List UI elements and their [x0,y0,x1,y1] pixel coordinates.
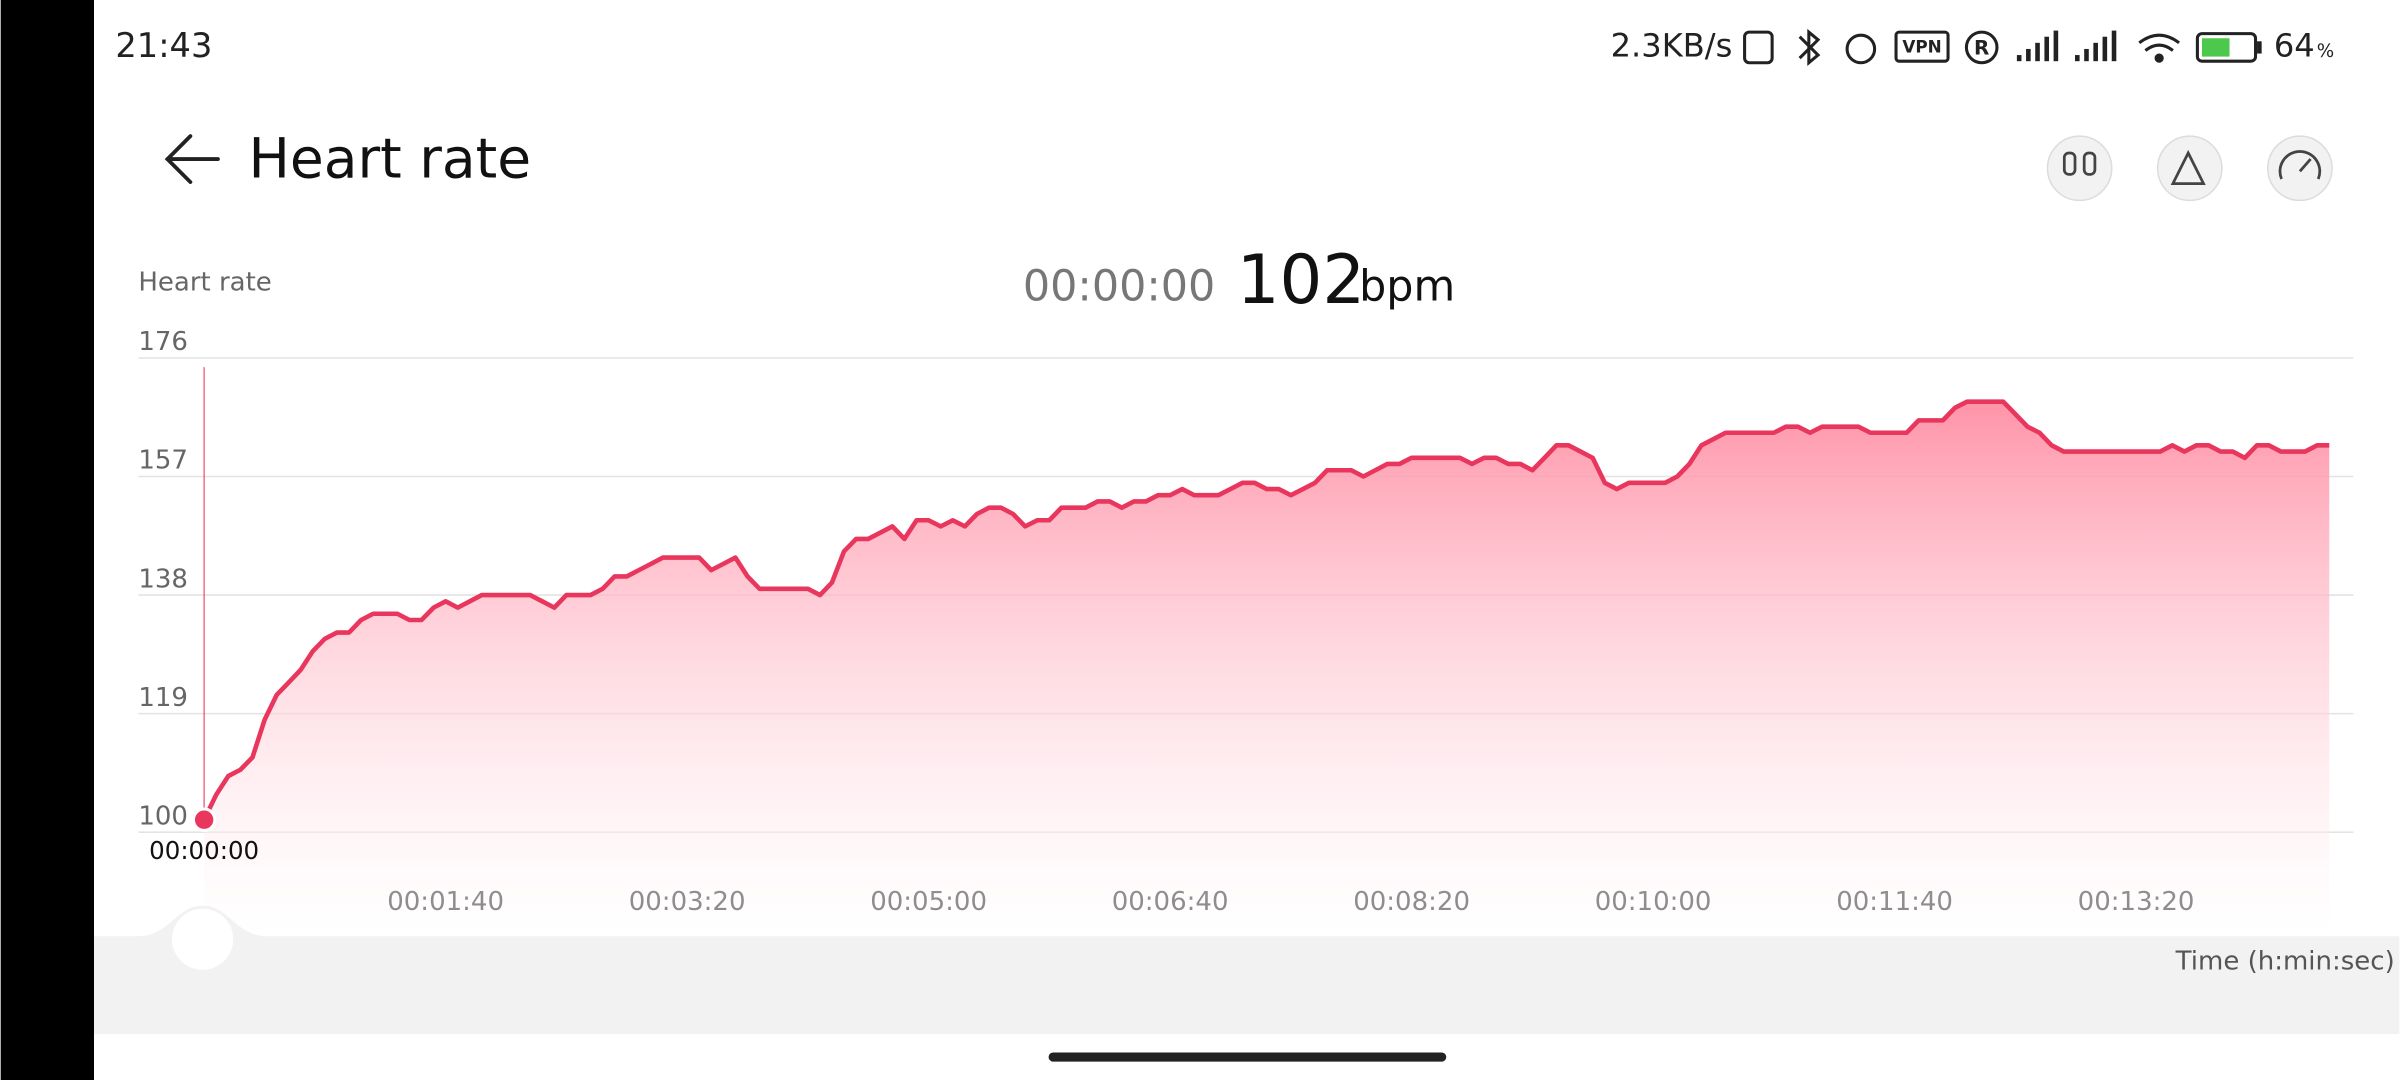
y-tick-label: 119 [138,683,188,713]
wifi-icon [2138,33,2180,52]
scrubber-knob[interactable] [172,908,234,970]
selected-value: 102 [1237,241,1365,319]
y-tick-label: 176 [138,327,188,357]
area [204,401,2330,937]
pace-button[interactable] [2266,135,2333,202]
selected-point [191,807,217,832]
plot: 10011913815717600:01:4000:03:2000:05:000… [138,327,2354,937]
status-icons [1743,28,2258,66]
y-tick-label: 138 [138,564,188,594]
scrubber-track [93,905,2400,1035]
header-icons [2062,149,2322,185]
line [202,399,2330,821]
page-title: Heart rate [248,126,531,190]
selected-time: 00:00:00 [1023,262,1215,312]
battery-unit: % [2317,41,2334,62]
vpn-icon [1894,30,1950,63]
clock: 21:43 [115,26,212,65]
x-axis-title: Time (h:min:sec) [2175,947,2395,977]
y-tick-label: 100 [138,801,188,831]
battery-level [2201,38,2230,57]
alarm-icon [1845,33,1877,65]
battery-percent: 64 [2274,26,2315,64]
signal-icons [2016,30,2262,63]
header-actions [2046,135,2333,202]
battery-icon [2195,32,2258,63]
left-bezel [0,0,94,1080]
roaming-label: R [1974,36,1989,59]
y-tick-label: 157 [138,446,188,476]
cursor-time-label: 00:00:00 [149,836,259,865]
nfc-icon [1743,30,1774,65]
home-indicator [1048,1052,1447,1062]
y-axis-title: Heart rate [138,268,271,298]
roaming-icon [1964,30,1999,65]
steps-button[interactable] [2046,135,2113,202]
net-speed: 2.3KB/s [1611,26,1733,64]
back-button[interactable] [164,134,220,184]
selected-unit: bpm [1359,262,1455,312]
altitude-button[interactable] [2156,135,2223,202]
vpn-label: VPN [1902,36,1941,56]
bluetooth-icon [1798,28,1821,66]
